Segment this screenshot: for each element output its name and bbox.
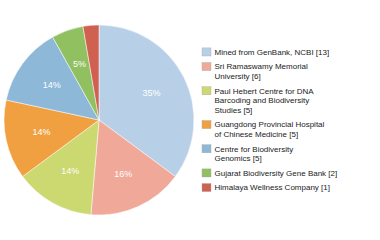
svg-text:35%: 35%: [143, 88, 161, 98]
svg-text:5%: 5%: [73, 59, 86, 69]
svg-text:Paul Hebert Centre for DNABarc: Paul Hebert Centre for DNABarcoding and …: [215, 87, 315, 115]
svg-text:14%: 14%: [61, 166, 79, 176]
svg-text:16%: 16%: [114, 169, 132, 179]
svg-text:14%: 14%: [43, 80, 61, 90]
svg-text:Gujarat Biodiversity Gene Bank: Gujarat Biodiversity Gene Bank [2]: [215, 169, 338, 178]
svg-text:Sri Ramaswamy MemorialUniversi: Sri Ramaswamy MemorialUniversity [6]: [215, 62, 309, 81]
svg-text:Mined from GenBank, NCBI [13]: Mined from GenBank, NCBI [13]: [215, 48, 330, 57]
svg-text:Guangdong Provincial Hospitalo: Guangdong Provincial Hospitalof Chinese …: [215, 120, 325, 139]
svg-text:14%: 14%: [32, 127, 50, 137]
svg-text:Himalaya Wellness Company [1]: Himalaya Wellness Company [1]: [215, 183, 330, 192]
svg-text:Centre for BiodiversityGenomic: Centre for BiodiversityGenomics [5]: [215, 145, 294, 164]
